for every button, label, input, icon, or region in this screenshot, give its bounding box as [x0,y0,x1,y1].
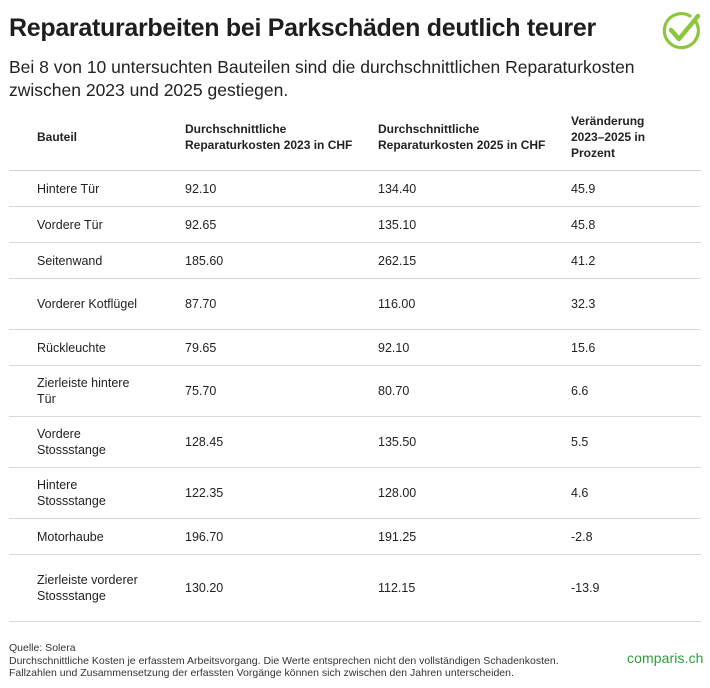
table-row: Rückleuchte 79.65 92.10 15.6 [9,330,701,366]
cell-change: -2.8 [571,529,593,544]
cell-part: Rückleuchte [37,340,106,355]
table-header: Bauteil Durchschnittliche Reparaturkoste… [9,104,701,171]
footer-source: Quelle: Solera [9,642,76,654]
table-row: Hintere Stossstange 122.35 128.00 4.6 [9,468,701,519]
cell-cost-2025: 128.00 [378,486,417,500]
table-body: Hintere Tür 92.10 134.40 45.9 Vordere Tür 92.… [9,171,701,622]
cell-cost-2023: 87.70 [185,297,217,311]
subtitle: Bei 8 von 10 untersuchten Bauteilen sind… [9,57,635,100]
checkmark-circle-icon [662,12,701,50]
cell-cost-2023: 75.70 [185,384,217,398]
cell-cost-2025: 134.40 [378,181,417,196]
cell-change: 5.5 [571,435,589,449]
cell-part: Seitenwand [37,253,103,268]
cell-cost-2023: 92.65 [185,217,217,232]
data-table: Bauteil Durchschnittliche Reparaturkoste… [9,104,701,622]
cell-cost-2025: 112.15 [378,581,416,595]
cell-cost-2023: 79.65 [185,340,217,355]
cell-part: Zierleiste vorderer Stossstange [37,573,138,603]
cell-cost-2025: 262.15 [378,253,417,268]
cell-part: Hintere Stossstange [37,478,106,508]
table-row: Zierleiste vorderer Stossstange 130.20 112… [9,555,701,622]
cell-change: 45.9 [571,181,596,196]
table-row: Vorderer Kotflügel 87.70 116.00 32.3 [9,279,701,330]
cell-change: 4.6 [571,486,589,500]
header-cost-2023: Durchschnittliche Reparaturkosten 2023 i… [185,122,353,152]
cell-change: -13.9 [571,581,600,595]
cell-cost-2025: 191.25 [378,529,417,544]
cell-cost-2023: 128.45 [185,435,224,449]
cell-change: 6.6 [571,384,589,398]
brand-logo: comparis.ch [627,650,704,666]
cell-part: Vordere Tür [37,217,103,232]
cell-change: 45.8 [571,217,596,232]
cell-change: 15.6 [571,340,596,355]
cell-cost-2023: 185.60 [185,253,224,268]
table-row: Hintere Tür 92.10 134.40 45.9 [9,171,701,207]
cell-cost-2023: 122.35 [185,486,224,500]
cell-cost-2025: 135.10 [378,217,417,232]
table-row: Vordere Tür 92.65 135.10 45.8 [9,207,701,243]
footer-note: Durchschnittliche Kosten je erfasstem Ar… [9,654,559,680]
cell-cost-2023: 196.70 [185,529,224,544]
cell-change: 41.2 [571,253,596,268]
page-title: Reparaturarbeiten bei Parkschäden deutli… [9,14,596,42]
table-row: Seitenwand 185.60 262.15 41.2 [9,243,701,279]
cell-part: Zierleiste hintere Tür [37,376,130,406]
cell-part: Vordere Stossstange [37,427,106,457]
cell-cost-2025: 92.10 [378,340,410,355]
header-cost-2025: Durchschnittliche Reparaturkosten 2025 i… [378,122,546,152]
cell-part: Hintere Tür [37,181,100,196]
cell-cost-2023: 130.20 [185,581,224,595]
cell-cost-2025: 80.70 [378,384,410,398]
footer: Quelle: Solera Durchschnittliche Kosten … [9,642,609,680]
table-row: Vordere Stossstange 128.45 135.50 5.5 [9,417,701,468]
table-row: Zierleiste hintere Tür 75.70 80.70 6.6 [9,366,701,417]
table-row: Motorhaube 196.70 191.25 -2.8 [9,519,701,555]
header-part: Bauteil [37,130,78,144]
cell-cost-2023: 92.10 [185,181,217,196]
cell-part: Vorderer Kotflügel [37,297,138,311]
cell-part: Motorhaube [37,529,104,544]
cell-cost-2025: 135.50 [378,435,417,449]
cell-change: 32.3 [571,297,596,311]
header-change: Veränderung 2023–2025 in Prozent [571,114,646,160]
cell-cost-2025: 116.00 [378,297,416,311]
